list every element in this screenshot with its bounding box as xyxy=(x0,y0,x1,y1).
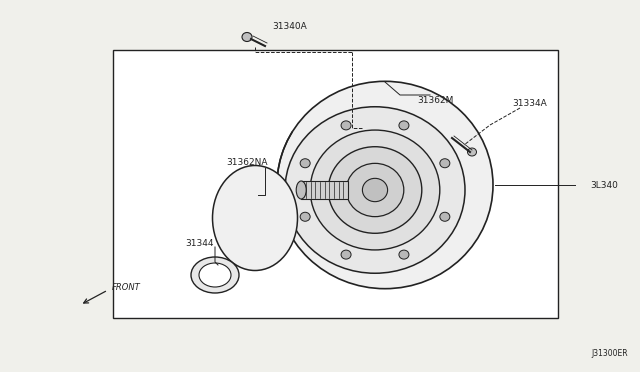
Ellipse shape xyxy=(346,163,404,217)
Ellipse shape xyxy=(191,257,239,293)
Ellipse shape xyxy=(440,212,450,221)
Text: 31362NA: 31362NA xyxy=(227,157,268,167)
Ellipse shape xyxy=(362,178,388,202)
Ellipse shape xyxy=(399,121,409,130)
Bar xyxy=(301,181,348,199)
Text: 31362M: 31362M xyxy=(417,96,453,105)
Ellipse shape xyxy=(285,107,465,273)
Text: 31334A: 31334A xyxy=(513,99,547,108)
Text: 31344: 31344 xyxy=(186,238,214,247)
Ellipse shape xyxy=(328,147,422,233)
Ellipse shape xyxy=(440,159,450,168)
Ellipse shape xyxy=(300,212,310,221)
Ellipse shape xyxy=(310,130,440,250)
Ellipse shape xyxy=(300,159,310,168)
Ellipse shape xyxy=(296,181,306,199)
Ellipse shape xyxy=(199,263,231,287)
Text: J31300ER: J31300ER xyxy=(591,349,628,358)
Ellipse shape xyxy=(467,148,477,156)
Ellipse shape xyxy=(399,250,409,259)
Ellipse shape xyxy=(341,250,351,259)
Ellipse shape xyxy=(277,81,493,289)
Bar xyxy=(113,50,558,318)
Ellipse shape xyxy=(341,121,351,130)
Ellipse shape xyxy=(212,166,298,270)
Ellipse shape xyxy=(242,32,252,42)
Text: FRONT: FRONT xyxy=(112,283,141,292)
Text: 3L340: 3L340 xyxy=(590,180,618,189)
Text: 31340A: 31340A xyxy=(273,22,307,31)
